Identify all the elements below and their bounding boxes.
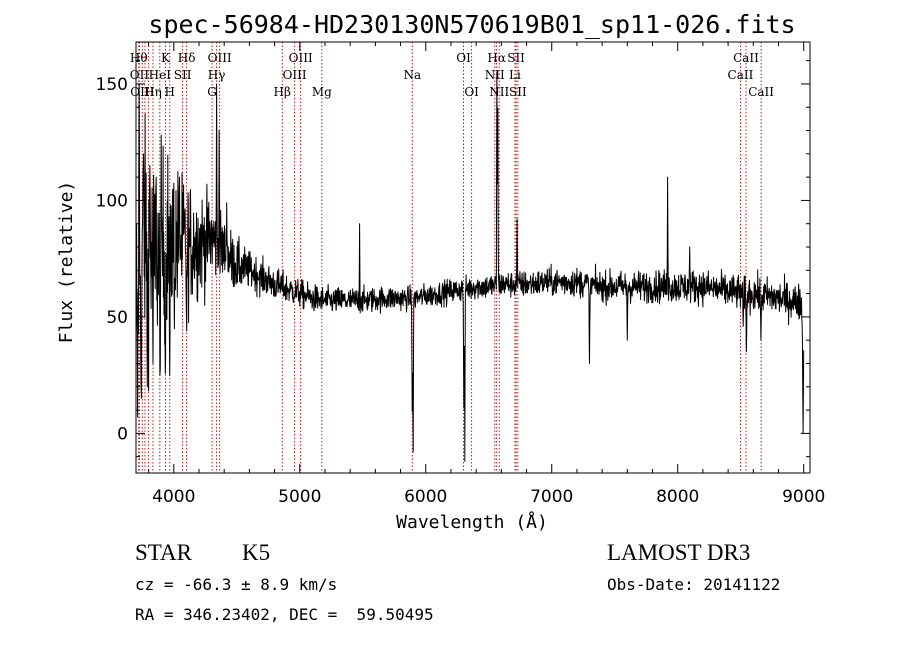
line-label-10: Hδ bbox=[178, 51, 196, 65]
line-label-14: Hβ bbox=[274, 85, 291, 99]
plot-frame bbox=[135, 41, 811, 474]
line-label-25: SII bbox=[507, 51, 525, 65]
line-label-28: CaII bbox=[733, 51, 759, 65]
x-tick-label-5: 9000 bbox=[782, 487, 825, 507]
line-label-15: OIII bbox=[283, 68, 307, 82]
line-label-20: OI bbox=[464, 85, 479, 99]
redshift-cz: cz = -66.3 ± 8.9 km/s bbox=[135, 575, 338, 594]
line-label-9: SII bbox=[174, 68, 192, 82]
spectrum-line bbox=[135, 71, 805, 462]
chart-title: spec-56984-HD230130N570619B01_sp11-026.f… bbox=[148, 10, 795, 39]
line-label-29: CaII bbox=[748, 85, 774, 99]
line-label-26: SII bbox=[509, 85, 527, 99]
line-label-11: G bbox=[207, 85, 217, 99]
x-axis-label: Wavelength (Å) bbox=[396, 511, 548, 533]
y-tick-label-2: 100 bbox=[96, 191, 128, 211]
x-tick-label-3: 7000 bbox=[530, 487, 573, 507]
line-label-17: Mg bbox=[312, 85, 332, 99]
line-label-6: HeI bbox=[149, 68, 172, 82]
line-label-0: Hθ bbox=[130, 51, 148, 65]
y-tick-label-0: 0 bbox=[117, 424, 128, 444]
coordinates: RA = 346.23402, DEC = 59.50495 bbox=[135, 605, 434, 624]
object-class: STAR bbox=[135, 540, 192, 565]
line-label-18: Na bbox=[403, 68, 421, 82]
line-label-21: NII bbox=[485, 68, 505, 82]
line-label-24: Li bbox=[509, 68, 521, 82]
line-label-12: Hγ bbox=[208, 68, 226, 82]
line-label-1: OII bbox=[130, 68, 150, 82]
line-label-7: K bbox=[161, 51, 171, 65]
line-label-19: OI bbox=[456, 51, 471, 65]
line-label-27: CaII bbox=[728, 68, 754, 82]
y-axis-label: Flux (relative) bbox=[56, 181, 77, 344]
y-tick-label-3: 150 bbox=[96, 75, 128, 95]
y-axis-ticks: 0 50 100 150 bbox=[96, 60, 810, 458]
observation-date: Obs-Date: 20141122 bbox=[607, 575, 781, 594]
survey-name: LAMOST DR3 bbox=[607, 540, 751, 565]
y-tick-label-1: 50 bbox=[106, 308, 128, 328]
x-tick-label-1: 5000 bbox=[278, 487, 321, 507]
x-tick-label-0: 4000 bbox=[152, 487, 195, 507]
line-label-16: OIII bbox=[289, 51, 313, 65]
line-label-23: NII bbox=[489, 85, 509, 99]
line-label-22: Hα bbox=[487, 51, 506, 65]
object-subclass: K5 bbox=[242, 540, 271, 565]
line-label-5: Hη bbox=[144, 85, 162, 99]
line-label-8: H bbox=[165, 85, 175, 99]
line-label-13: OIII bbox=[208, 51, 232, 65]
x-tick-label-2: 6000 bbox=[404, 487, 447, 507]
emission-line-labels: HθOIIOIIIHηHeIKHSIIHδGHγOIIIHβOIIIOIIIMg… bbox=[130, 51, 775, 99]
x-axis-ticks: 4000 5000 6000 7000 8000 9000 bbox=[148, 42, 825, 507]
x-tick-label-4: 8000 bbox=[656, 487, 699, 507]
